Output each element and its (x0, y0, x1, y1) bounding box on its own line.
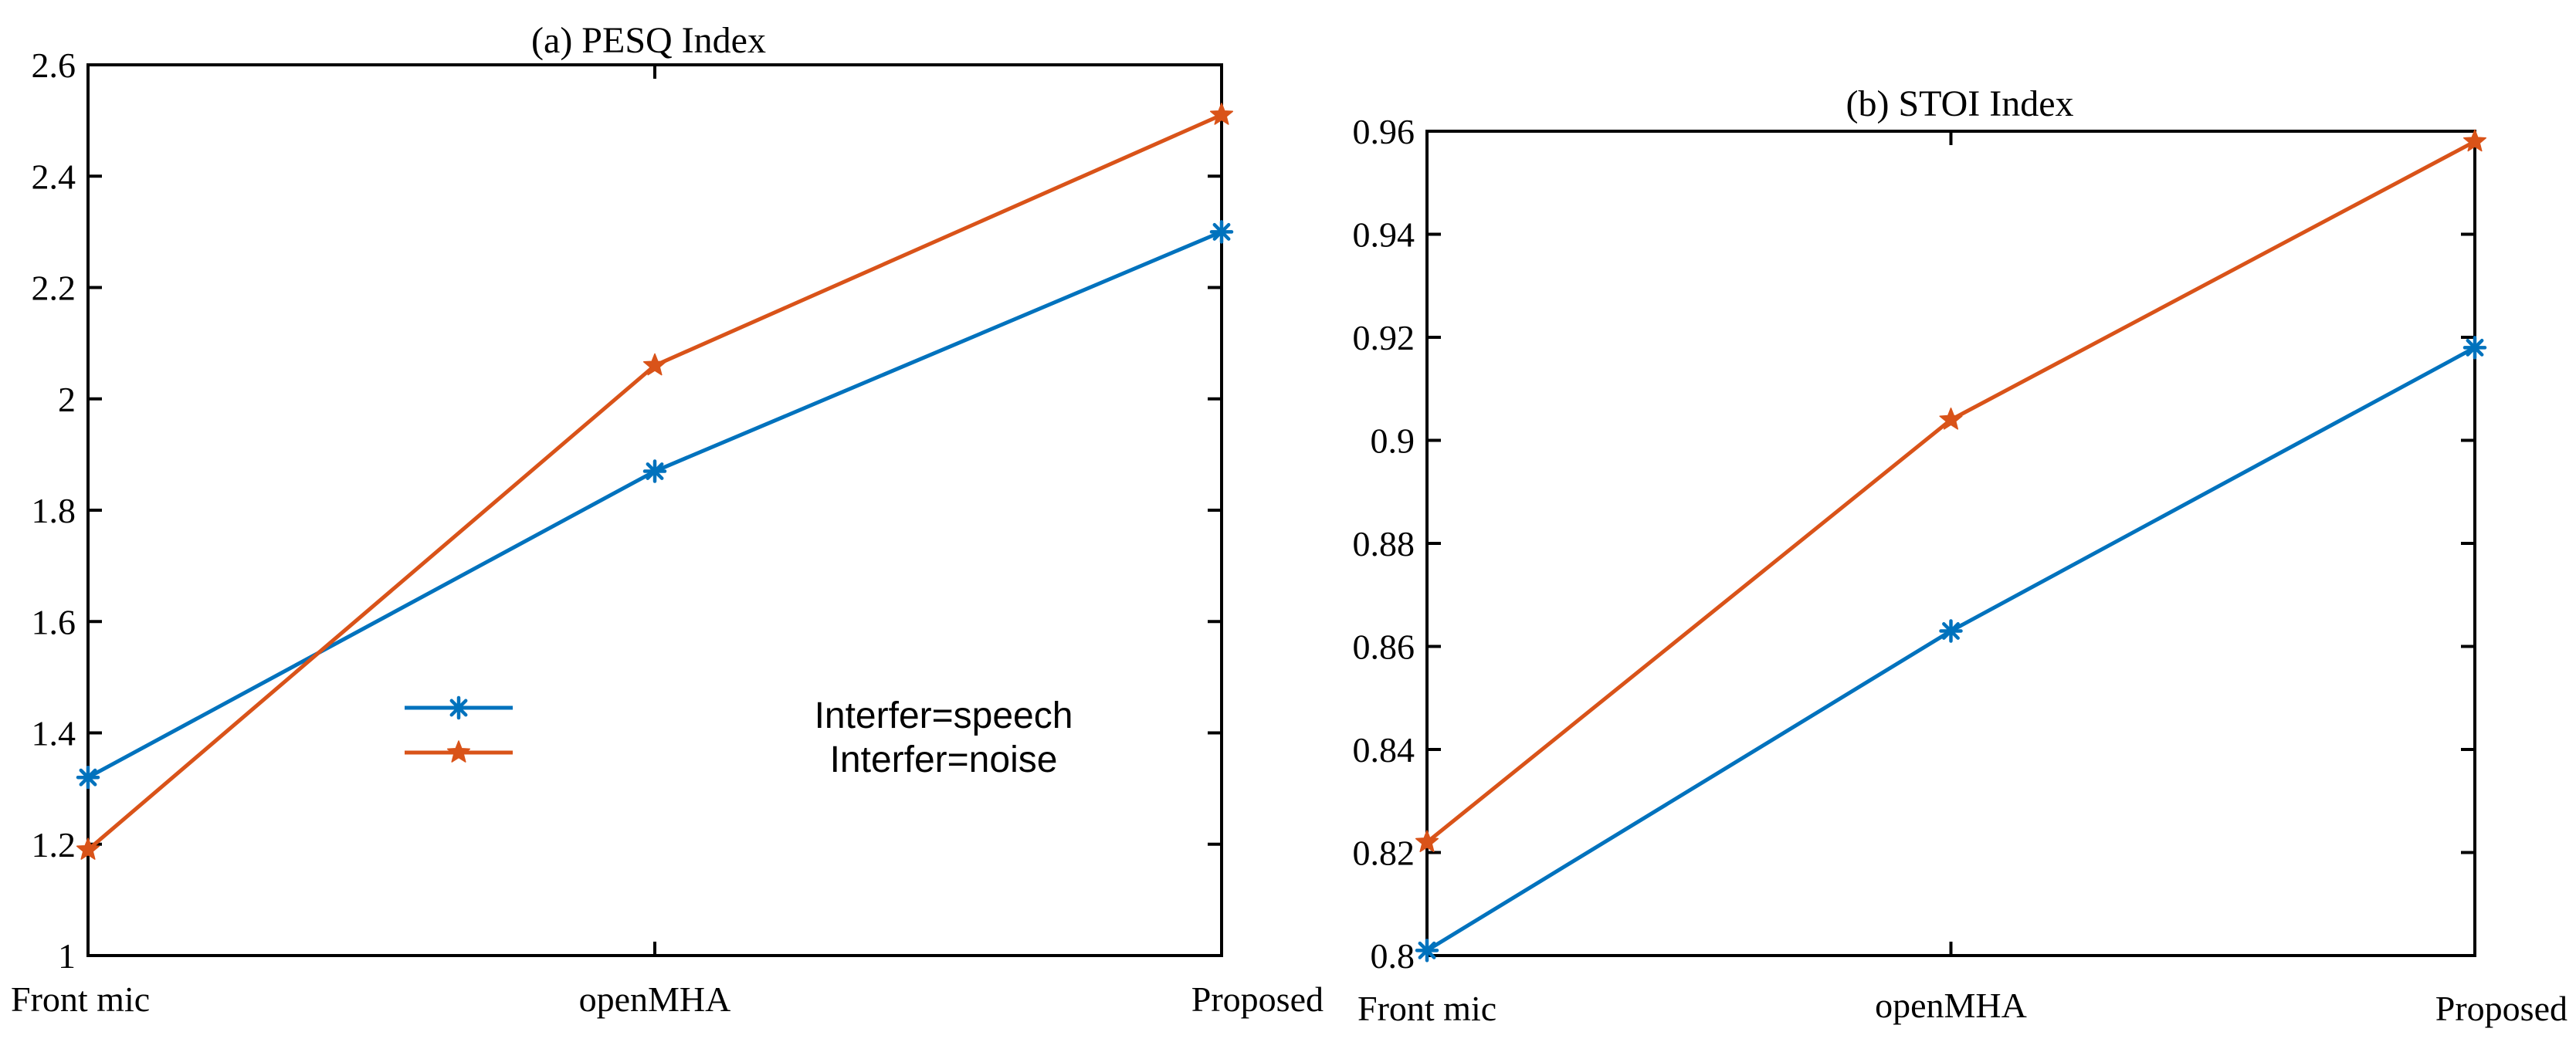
series-line (1425, 140, 2476, 844)
data-point (1415, 830, 1439, 853)
y-tick-label: 2.4 (32, 157, 76, 196)
data-point (642, 459, 667, 483)
y-tick-label: 1.2 (32, 825, 76, 864)
x-tick-label: openMHA (579, 979, 731, 1019)
pesq-chart: (a) PESQ Index 1 1.2 1.4 1.6 1.8 2 2.2 2.4 2.6 Fro… (11, 20, 1324, 1019)
data-point (1939, 408, 1963, 430)
x-tick-label: Front mic (11, 979, 150, 1019)
stoi-chart: (b) STOI Index 0.8 0.82 0.84 0.86 0.88 0.9 0.92… (1353, 83, 2568, 1028)
y-tick-label: 0.9 (1371, 421, 1415, 461)
legend-marker (446, 740, 471, 763)
legend-label: Interfer=noise (830, 739, 1058, 780)
data-point (2462, 129, 2487, 152)
data-point (1209, 103, 1234, 125)
x-tick-label: openMHA (1875, 986, 2027, 1025)
x-tick-label: Front mic (1357, 989, 1496, 1028)
axes-box (1425, 130, 2476, 957)
legend-marker (446, 695, 471, 720)
y-tick-label: 1.4 (32, 714, 76, 753)
legend-label: Interfer=speech (815, 695, 1073, 736)
y-tick-label: 0.86 (1353, 628, 1415, 667)
data-point (76, 837, 100, 860)
chart-title: (a) PESQ Index (531, 20, 766, 61)
y-tick-label: 0.92 (1353, 318, 1415, 357)
y-tick-label: 0.96 (1353, 112, 1415, 151)
data-point (76, 765, 100, 790)
chart-title: (b) STOI Index (1846, 83, 2073, 124)
y-tick-label: 1.8 (32, 491, 76, 530)
y-tick-label: 1 (58, 936, 76, 976)
data-point (1939, 619, 1963, 643)
y-tick-label: 1.6 (32, 602, 76, 641)
y-tick-label: 0.88 (1353, 524, 1415, 563)
y-tick-label: 0.8 (1371, 936, 1415, 976)
y-tick-label: 2 (58, 380, 76, 419)
x-tick-label: Proposed (1191, 979, 1324, 1019)
series-line (1425, 346, 2476, 952)
data-point (2462, 336, 2487, 360)
data-point (642, 353, 667, 376)
y-tick-label: 2.2 (32, 269, 76, 308)
x-tick-label: Proposed (2435, 989, 2568, 1028)
y-tick-label: 0.94 (1353, 215, 1415, 255)
data-point (1209, 220, 1234, 244)
data-point (1415, 939, 1439, 962)
y-tick-label: 0.82 (1353, 834, 1415, 873)
axes-box (86, 63, 1223, 957)
y-tick-label: 0.84 (1353, 730, 1415, 770)
y-tick-label: 2.6 (32, 46, 76, 85)
